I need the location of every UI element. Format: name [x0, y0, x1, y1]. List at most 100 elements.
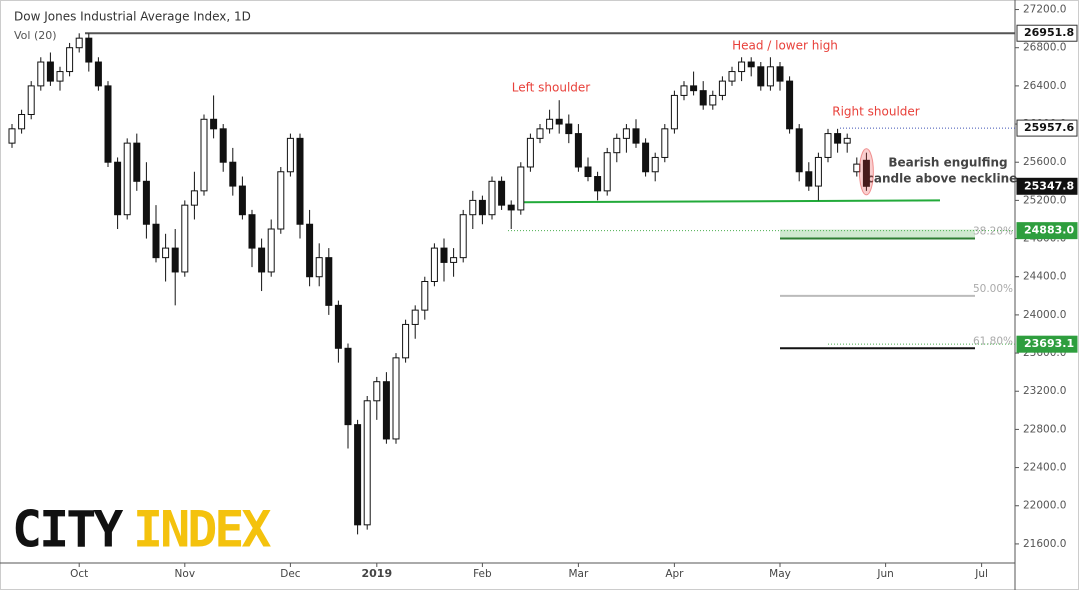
candle-body	[334, 304, 342, 349]
candle-body	[66, 47, 74, 73]
candle-body	[162, 247, 170, 259]
candle-body	[325, 257, 333, 306]
price-label-box	[1016, 335, 1078, 353]
candle-body	[613, 137, 621, 154]
candle-body	[814, 156, 822, 187]
candle-body	[680, 85, 688, 96]
x-tick-label: 2019	[361, 567, 392, 580]
y-tick-label: 22400.0	[1023, 462, 1066, 474]
candle-body	[728, 71, 736, 82]
candle-body	[286, 137, 294, 173]
candle-body	[690, 85, 698, 92]
candle-body	[488, 180, 496, 216]
y-tick-label: 24400.0	[1023, 271, 1066, 283]
candle-body	[565, 123, 573, 135]
fib-zone	[780, 229, 975, 239]
highlight	[858, 148, 874, 196]
candle-body	[853, 163, 861, 173]
candle-body	[603, 152, 611, 192]
candle-body	[795, 128, 803, 173]
y-tick-label: 24000.0	[1023, 309, 1066, 321]
annotation: candle above neckline	[867, 172, 1018, 186]
annotation: Right shoulder	[832, 105, 920, 119]
x-tick-label: Jun	[876, 568, 893, 580]
candle-body	[171, 247, 179, 273]
candle-body	[27, 85, 35, 116]
candle-body	[555, 118, 563, 125]
candle-body	[747, 61, 755, 68]
candle-body	[786, 80, 794, 130]
candle-body	[37, 61, 45, 87]
annotation: Head / lower high	[732, 39, 838, 53]
candle-body	[757, 66, 765, 87]
y-tick-label: 22800.0	[1023, 423, 1066, 435]
candle-body	[238, 185, 246, 216]
candle-body	[478, 199, 486, 216]
candle-body	[459, 214, 467, 259]
logo-index: INDEX	[133, 501, 271, 559]
candle-body	[363, 400, 371, 526]
candle-body	[440, 247, 448, 263]
candle-body	[709, 94, 717, 106]
candle-body	[834, 133, 842, 144]
candle-body	[210, 118, 218, 130]
candle-body	[104, 85, 112, 163]
y-tick-label: 25600.0	[1023, 156, 1066, 168]
candle-body	[594, 176, 602, 192]
candle-body	[776, 66, 784, 82]
x-tick-label: Mar	[568, 568, 588, 580]
candle-body	[75, 37, 83, 49]
candle-body	[843, 137, 851, 144]
candle-body	[766, 66, 774, 87]
logo-city: CITY	[12, 501, 123, 559]
x-tick-label: Apr	[665, 568, 684, 580]
candle-body	[190, 190, 198, 206]
candle-body	[574, 133, 582, 168]
candle-body	[8, 128, 16, 144]
candle-body	[632, 128, 640, 144]
candle-body	[718, 80, 726, 96]
x-tick-label: Nov	[175, 568, 196, 580]
candle-body	[805, 171, 813, 187]
candle-body	[181, 204, 189, 273]
price-label: 25957.6	[1024, 121, 1074, 134]
y-tick-label: 23200.0	[1023, 385, 1066, 397]
candle-body	[267, 228, 275, 273]
candle-body	[517, 166, 525, 211]
y-tick-label: 26400.0	[1023, 80, 1066, 92]
x-tick-label: May	[769, 568, 791, 580]
x-tick-label: Dec	[280, 568, 301, 580]
candle-body	[354, 424, 362, 526]
candle-body	[498, 180, 506, 206]
candle-body	[315, 257, 323, 278]
candle-body	[200, 118, 208, 192]
chart-title: Dow Jones Industrial Average Index, 1D	[14, 10, 251, 24]
candle-body	[344, 347, 352, 426]
candle-body	[152, 223, 160, 259]
x-tick-label: Oct	[70, 568, 88, 580]
candle-body	[382, 381, 390, 440]
candle-body	[651, 156, 659, 173]
candle-body	[450, 257, 458, 263]
candle-body	[507, 204, 515, 211]
fib-label: 61.80%	[973, 335, 1013, 347]
neckline	[521, 199, 941, 204]
candle-body	[402, 323, 410, 359]
annotation: Left shoulder	[512, 81, 591, 95]
fib-label: 38.20%	[973, 226, 1013, 238]
x-tick-label: Feb	[473, 568, 492, 580]
candle-body	[306, 223, 314, 278]
candle-body	[133, 142, 141, 182]
price-label: 25347.8	[1024, 179, 1074, 192]
candle-body	[421, 281, 429, 311]
candle-body	[142, 180, 150, 225]
price-label-box	[1016, 222, 1078, 240]
candle-body	[584, 166, 592, 178]
candle-body	[661, 128, 669, 158]
candle-body	[411, 309, 419, 325]
x-tick-label: Jul	[974, 568, 988, 580]
candle-body	[738, 61, 746, 73]
candle-body	[114, 161, 122, 216]
candle-body	[526, 137, 534, 168]
